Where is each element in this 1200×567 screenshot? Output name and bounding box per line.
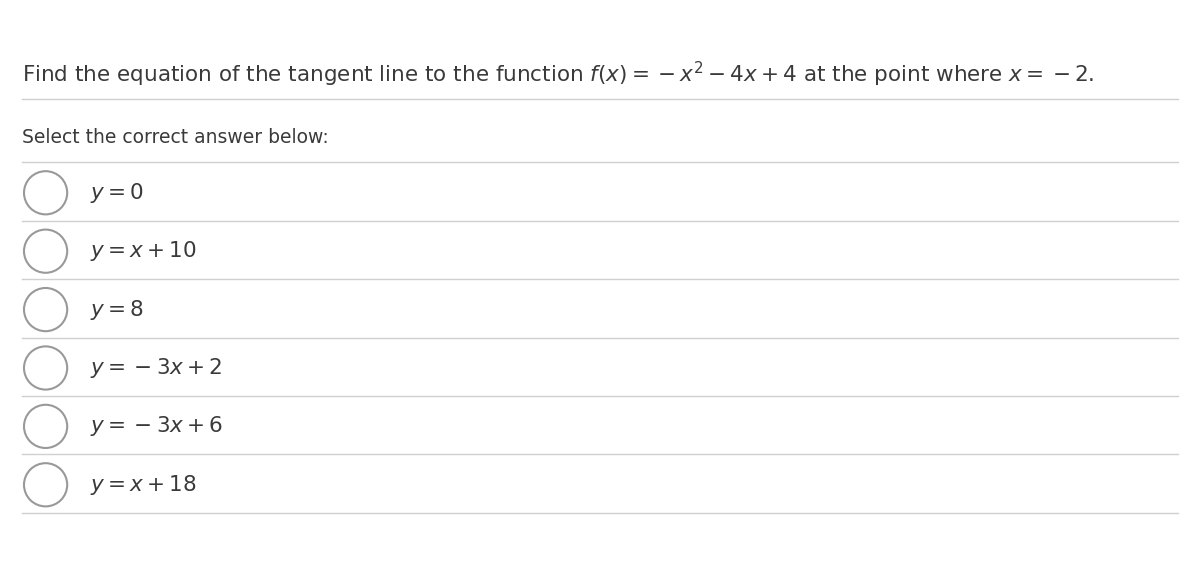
Text: Find the equation of the tangent line to the function $f(x) = -x^2 - 4x + 4$ at : Find the equation of the tangent line to… bbox=[22, 60, 1094, 88]
Text: $y = x + 10$: $y = x + 10$ bbox=[90, 239, 197, 263]
Text: $y = -3x + 2$: $y = -3x + 2$ bbox=[90, 356, 222, 380]
Text: $y = -3x + 6$: $y = -3x + 6$ bbox=[90, 414, 223, 438]
Text: $y = 8$: $y = 8$ bbox=[90, 298, 144, 321]
Text: Select the correct answer below:: Select the correct answer below: bbox=[22, 128, 329, 147]
Text: $y = x + 18$: $y = x + 18$ bbox=[90, 473, 197, 497]
Text: $y = 0$: $y = 0$ bbox=[90, 181, 144, 205]
